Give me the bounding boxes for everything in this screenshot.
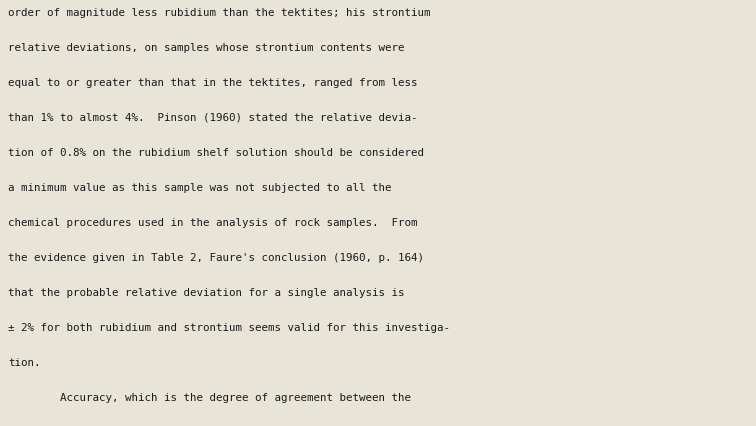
Text: the evidence given in Table 2, Faure's conclusion (1960, p. 164): the evidence given in Table 2, Faure's c… — [8, 253, 424, 263]
Text: ± 2% for both rubidium and strontium seems valid for this investiga-: ± 2% for both rubidium and strontium see… — [8, 323, 450, 333]
Text: Accuracy, which is the degree of agreement between the: Accuracy, which is the degree of agreeme… — [8, 393, 411, 403]
Text: tion.: tion. — [8, 358, 41, 368]
Text: relative deviations, on samples whose strontium contents were: relative deviations, on samples whose st… — [8, 43, 404, 53]
Text: order of magnitude less rubidium than the tektites; his strontium: order of magnitude less rubidium than th… — [8, 8, 430, 18]
Text: tion of 0.8% on the rubidium shelf solution should be considered: tion of 0.8% on the rubidium shelf solut… — [8, 148, 424, 158]
Text: than 1% to almost 4%.  Pinson (1960) stated the relative devia-: than 1% to almost 4%. Pinson (1960) stat… — [8, 113, 417, 123]
Text: chemical procedures used in the analysis of rock samples.  From: chemical procedures used in the analysis… — [8, 218, 417, 228]
Text: a minimum value as this sample was not subjected to all the: a minimum value as this sample was not s… — [8, 183, 392, 193]
Text: equal to or greater than that in the tektites, ranged from less: equal to or greater than that in the tek… — [8, 78, 417, 88]
Text: that the probable relative deviation for a single analysis is: that the probable relative deviation for… — [8, 288, 404, 298]
